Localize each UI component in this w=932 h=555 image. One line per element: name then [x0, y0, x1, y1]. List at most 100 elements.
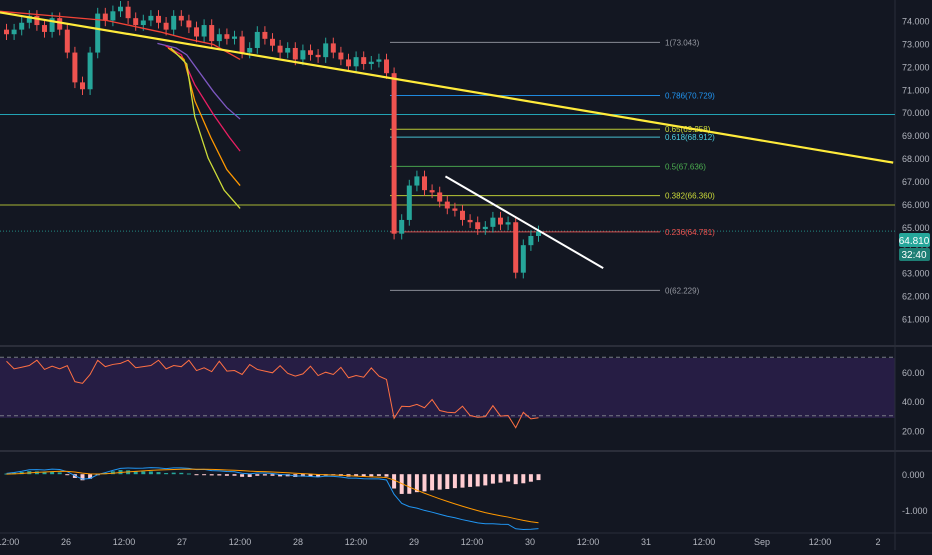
- countdown-label: 32:40: [901, 250, 926, 261]
- candle-body: [57, 18, 63, 30]
- macd-histogram-bar: [316, 474, 321, 477]
- candle-body: [338, 52, 344, 60]
- macd-histogram-bar: [171, 472, 176, 475]
- time-tick-label: 30: [525, 537, 535, 547]
- candle-body: [406, 185, 412, 220]
- macd-histogram-bar: [422, 474, 427, 492]
- macd-tick-label: -1.000: [902, 506, 928, 516]
- macd-histogram-bar: [57, 472, 62, 475]
- candle-body: [209, 25, 215, 42]
- candle-body: [513, 222, 519, 273]
- macd-histogram-bar: [490, 474, 495, 484]
- candle-body: [315, 54, 321, 58]
- moving-average-line: [165, 45, 241, 152]
- macd-histogram-bar: [437, 474, 442, 490]
- time-tick-label: 12:00: [229, 537, 252, 547]
- candle-body: [368, 61, 374, 65]
- candle-body: [308, 50, 313, 55]
- fib-level-label: 1(73.043): [665, 38, 700, 47]
- time-tick-label: 26: [61, 537, 71, 547]
- moving-average-line: [0, 10, 241, 61]
- candle-body: [482, 226, 488, 230]
- moving-average-line: [157, 42, 241, 120]
- candle-body: [34, 15, 40, 26]
- macd-histogram-bar: [354, 474, 359, 477]
- time-tick-label: 12:00: [0, 537, 19, 547]
- candle-body: [140, 20, 146, 26]
- time-tick-label: 2: [875, 537, 880, 547]
- price-tick-label: 74.000: [902, 16, 930, 26]
- candle-body: [118, 6, 123, 12]
- candle-body: [156, 15, 161, 23]
- macd-histogram-bar: [209, 474, 214, 476]
- price-tick-label: 72.000: [902, 62, 930, 72]
- trendlines-layer: [0, 11, 894, 269]
- macd-histogram-bar: [498, 474, 503, 483]
- rsi-line: [6, 359, 539, 429]
- price-tick-label: 61.000: [902, 315, 930, 325]
- macd-tick-label: 0.000: [902, 470, 925, 480]
- candle-body: [399, 219, 405, 234]
- macd-histogram-bar: [65, 474, 70, 476]
- candle-body: [26, 15, 32, 23]
- candle-body: [201, 25, 207, 37]
- price-tick-label: 67.000: [902, 177, 930, 187]
- fib-level-label: 0.236(64.781): [665, 228, 715, 237]
- candle-body: [80, 82, 85, 90]
- macd-histogram-bar: [247, 474, 252, 477]
- macd-histogram-bar: [240, 474, 245, 477]
- candle-body: [536, 231, 541, 236]
- macd-histogram-bar: [361, 474, 366, 477]
- candle-body: [361, 57, 367, 65]
- macd-histogram-bar: [445, 474, 450, 489]
- candle-body: [285, 47, 291, 53]
- macd-histogram-bar: [80, 474, 85, 481]
- macd-histogram-bar: [217, 474, 222, 476]
- candle-body: [262, 31, 268, 39]
- price-tick-label: 69.000: [902, 131, 930, 141]
- time-tick-label: 12:00: [809, 537, 832, 547]
- candle-body: [300, 50, 306, 60]
- macd-histogram-bar: [50, 471, 55, 475]
- macd-histogram-bar: [513, 474, 518, 485]
- candle-body: [95, 13, 101, 53]
- macd-histogram-bar: [452, 474, 457, 489]
- time-axis-layer: 12:00 26 12:00 27 12:00 28 12:00 29 12:00 30 12:00…: [0, 532, 932, 547]
- macd-histogram-bar: [133, 471, 138, 475]
- macd-histogram-bar: [42, 472, 47, 475]
- candle-body: [437, 192, 443, 202]
- macd-histogram-bar: [202, 474, 207, 476]
- macd-histogram-bar: [536, 474, 541, 481]
- candle-body: [171, 15, 177, 30]
- candle-body: [467, 219, 473, 223]
- macd-histogram-bar: [262, 474, 267, 476]
- candle-body: [498, 217, 503, 225]
- macd-histogram-bar: [475, 474, 480, 487]
- candle-body: [323, 43, 329, 58]
- macd-histogram-bar: [521, 474, 526, 484]
- price-tick-label: 66.000: [902, 200, 930, 210]
- price-tick-label: 62.000: [902, 292, 930, 302]
- price-tick-label: 70.000: [902, 108, 930, 118]
- rsi-tick-label: 20.00: [902, 426, 925, 436]
- macd-histogram-bar: [506, 474, 511, 482]
- time-tick-label: 12:00: [113, 537, 136, 547]
- candle-body: [270, 38, 275, 46]
- candle-body: [247, 47, 253, 53]
- countdown-tag: [899, 248, 930, 261]
- time-tick-label: 12:00: [577, 537, 600, 547]
- macd-histogram-bar: [232, 474, 237, 476]
- fib-level-label: 0(62.229): [665, 286, 700, 295]
- time-tick-label: 28: [293, 537, 303, 547]
- price-tick-label: 71.000: [902, 85, 930, 95]
- candle-body: [125, 6, 131, 19]
- rsi-tick-label: 40.00: [902, 397, 925, 407]
- macd-histogram-bar: [179, 472, 184, 475]
- rsi-tick-label: 60.00: [902, 368, 925, 378]
- time-tick-label: 29: [409, 537, 419, 547]
- macd-histogram-bar: [528, 474, 533, 482]
- rsi-band-background: [0, 358, 895, 418]
- macd-histogram-bar: [148, 471, 153, 475]
